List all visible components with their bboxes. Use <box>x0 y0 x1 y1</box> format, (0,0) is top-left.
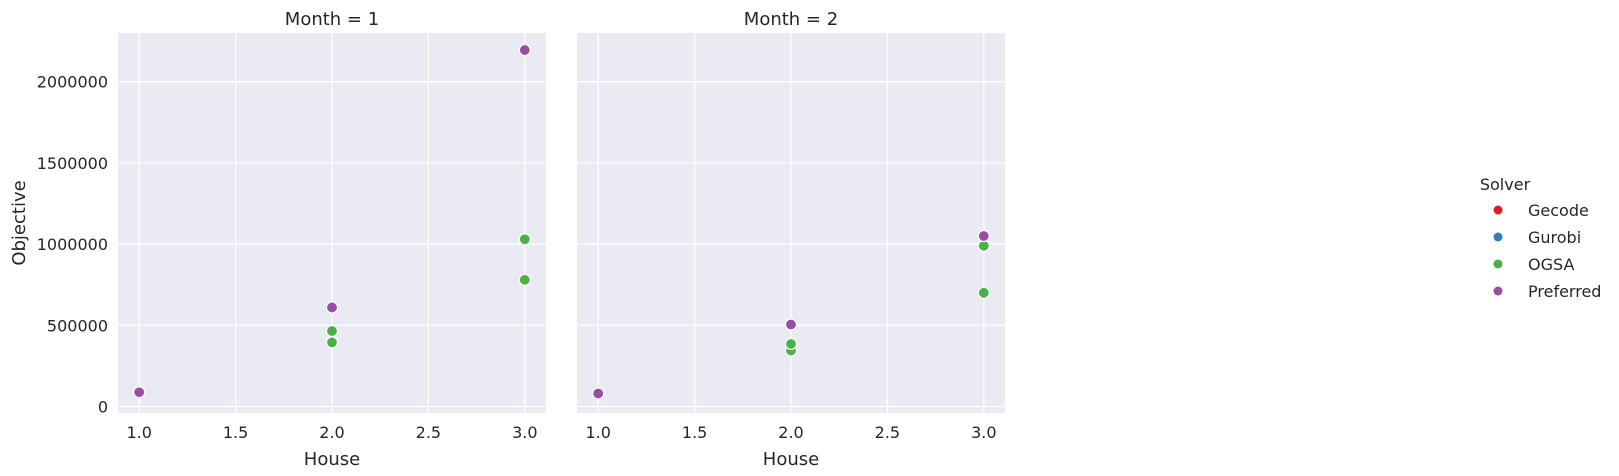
y-tick-label: 1000000 <box>37 235 108 254</box>
scatter-marks <box>592 229 990 400</box>
panel-month-1: 1.0 1.5 2.0 2.5 3.0 0 500000 1000000 1500000 200… <box>37 9 546 470</box>
data-point-ogsa <box>325 324 339 338</box>
panel-title: Month = 2 <box>744 9 838 30</box>
data-point-ogsa <box>325 336 339 349</box>
y-tick-labels: 0 500000 1000000 1500000 2000000 <box>37 73 108 417</box>
legend-entries: Gecode Gurobi OGSA Preferred <box>1493 201 1601 301</box>
x-tick-label: 2.5 <box>875 423 900 442</box>
legend-marker-ogsa <box>1493 259 1503 269</box>
legend-marker-preferred <box>1493 286 1503 296</box>
data-point-preferred <box>784 318 798 331</box>
legend-marker-gurobi <box>1493 232 1503 242</box>
legend: Solver Gecode Gurobi OGSA Preferred <box>1480 175 1602 301</box>
x-tick-label: 3.0 <box>512 423 537 442</box>
y-tick-label: 0 <box>98 398 108 417</box>
x-tick-label: 3.0 <box>971 423 996 442</box>
y-axis-label: Objective <box>9 180 30 265</box>
panel-title: Month = 1 <box>285 9 379 30</box>
x-axis-label: House <box>304 449 360 470</box>
data-point-preferred <box>977 229 990 243</box>
panel-month-2: 1.0 1.5 2.0 2.5 3.0 Month = 2 House <box>577 9 1005 470</box>
data-point-preferred <box>325 301 339 314</box>
grid-lines <box>118 33 546 413</box>
x-tick-label: 1.0 <box>585 423 610 442</box>
legend-label-gecode: Gecode <box>1528 201 1589 220</box>
x-tick-label: 2.5 <box>416 423 441 442</box>
x-tick-label: 1.5 <box>223 423 248 442</box>
legend-label-ogsa: OGSA <box>1528 255 1574 274</box>
scatter-marks <box>133 43 531 399</box>
y-tick-label: 1500000 <box>37 154 108 173</box>
legend-title: Solver <box>1480 175 1531 194</box>
legend-label-preferred: Preferred <box>1528 282 1601 301</box>
x-axis-label: House <box>763 449 819 470</box>
data-point-ogsa <box>784 337 798 351</box>
x-tick-label: 2.0 <box>319 423 344 442</box>
grid-lines <box>577 33 1005 413</box>
data-point-ogsa <box>518 273 531 286</box>
data-point-preferred <box>518 43 531 57</box>
y-tick-label: 2000000 <box>37 73 108 92</box>
y-tick-label: 500000 <box>47 316 108 335</box>
x-tick-labels: 1.0 1.5 2.0 2.5 3.0 <box>585 423 996 442</box>
data-point-preferred <box>133 386 146 399</box>
x-tick-labels: 1.0 1.5 2.0 2.5 3.0 <box>126 423 537 442</box>
x-tick-label: 1.0 <box>126 423 151 442</box>
x-tick-label: 2.0 <box>778 423 803 442</box>
legend-label-gurobi: Gurobi <box>1528 228 1581 247</box>
data-point-preferred <box>592 387 605 400</box>
data-point-ogsa <box>518 233 531 246</box>
legend-marker-gecode <box>1493 205 1503 215</box>
x-tick-label: 1.5 <box>682 423 707 442</box>
data-point-ogsa <box>977 286 990 299</box>
